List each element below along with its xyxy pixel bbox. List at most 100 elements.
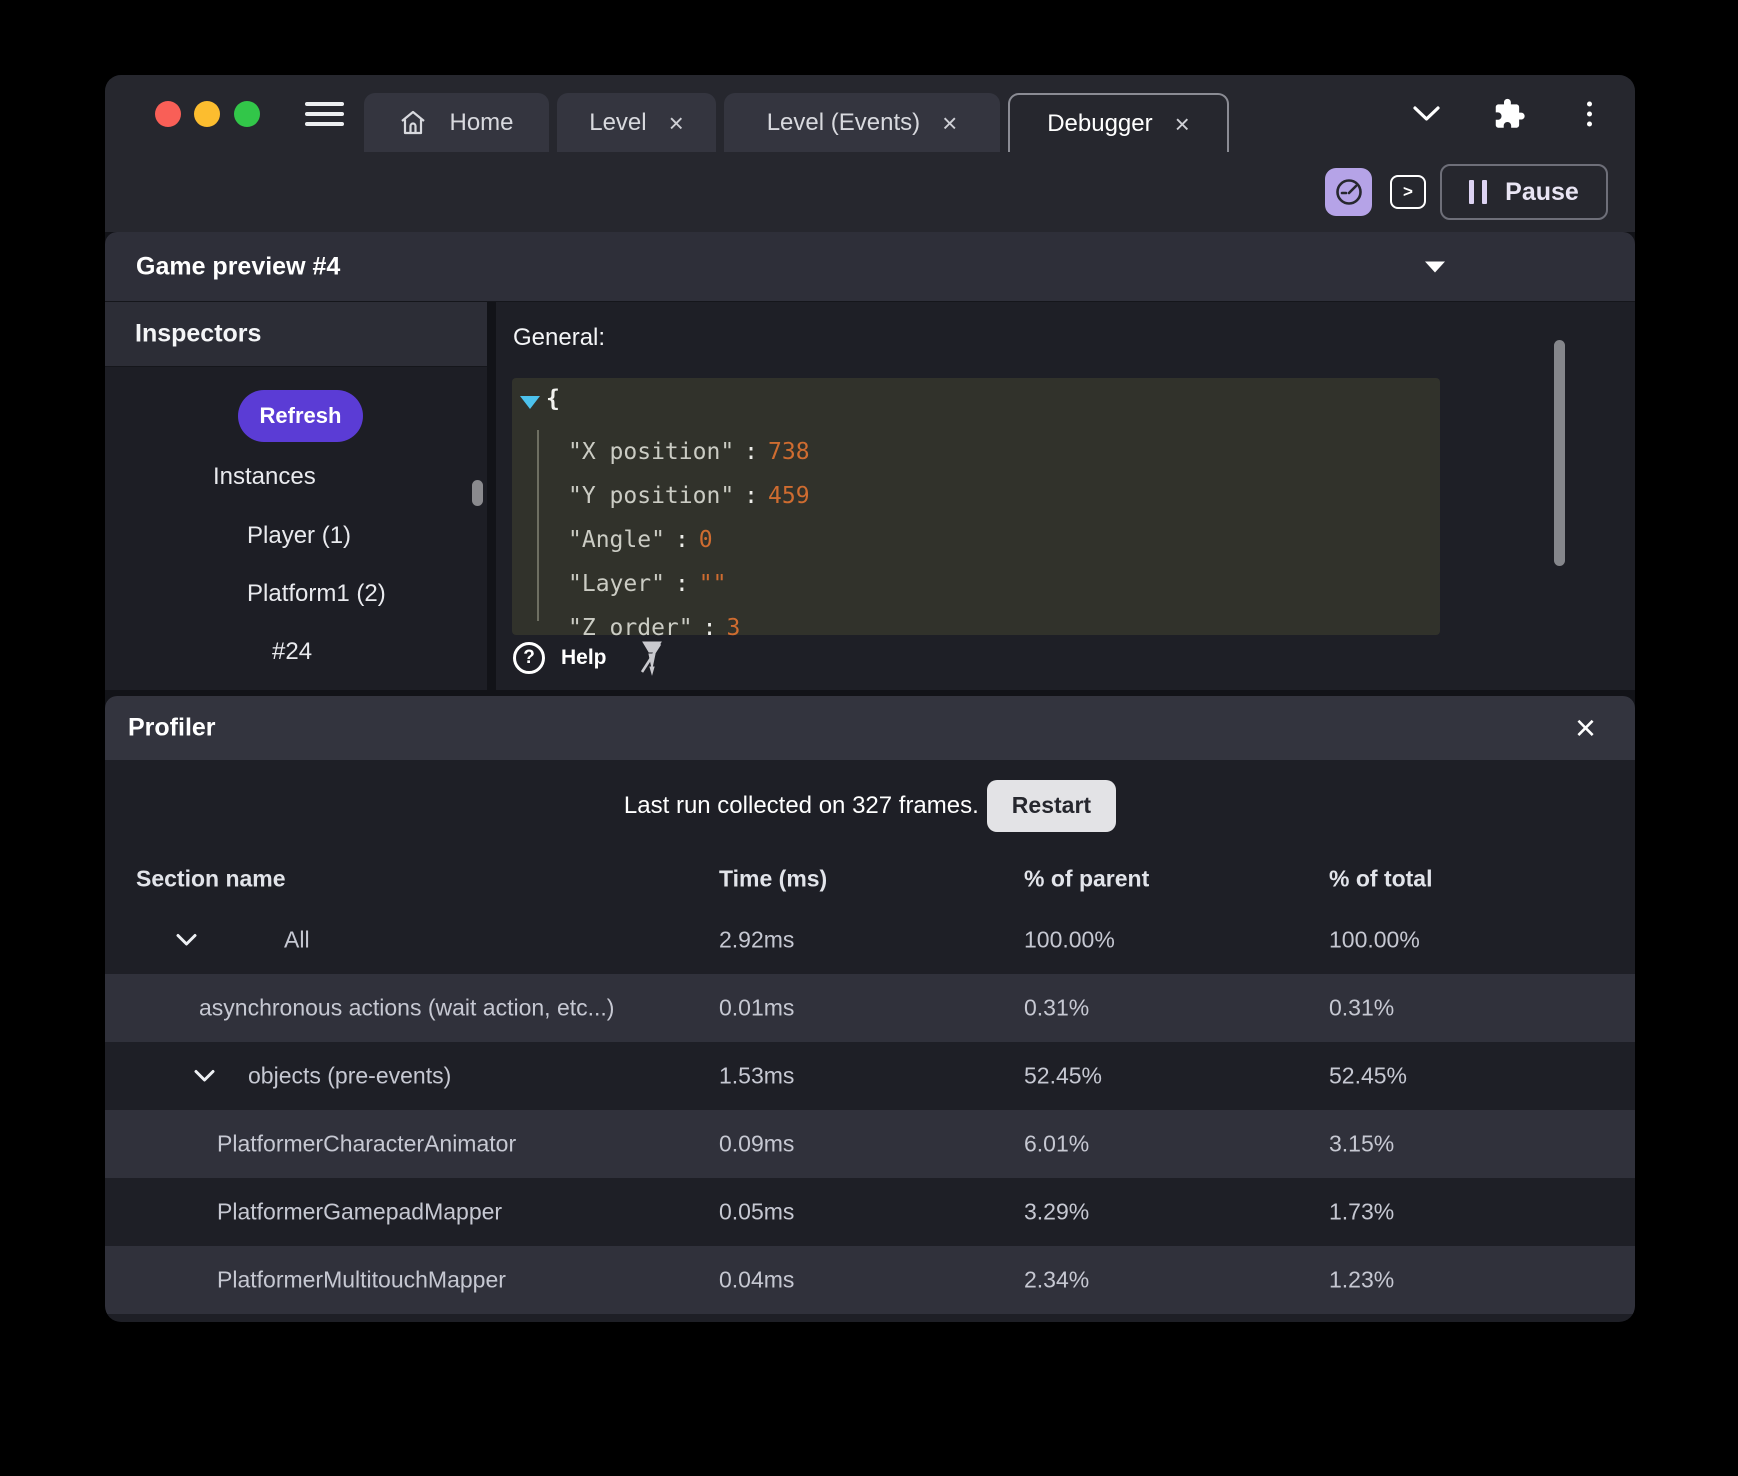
percent-of-parent-value: 3.29% (1024, 1198, 1090, 1225)
general-title: General: (513, 324, 606, 351)
section-name: PlatformerMultitouchMapper (217, 1266, 506, 1293)
column-section-name: Section name (136, 865, 286, 891)
profiler-card: Profiler × Last run collected on 327 fra… (105, 696, 1635, 1322)
close-icon[interactable]: × (668, 107, 684, 138)
zoom-window-button[interactable] (234, 100, 260, 127)
percent-of-total-value: 1.73% (1329, 1198, 1395, 1225)
expand-triangle-icon[interactable] (520, 396, 540, 409)
chevron-row-icon[interactable] (176, 934, 197, 947)
section-name: asynchronous actions (wait action, etc..… (199, 994, 615, 1021)
puzzle-icon[interactable] (1493, 97, 1526, 130)
profiler-table-header: Section name Time (ms) % of parent % of … (105, 851, 1635, 906)
pause-button[interactable]: Pause (1440, 164, 1608, 220)
percent-of-parent-value: 0.31% (1024, 994, 1090, 1021)
table-row[interactable]: objects (pre-events) 1.53ms 52.45% 52.45… (105, 1042, 1635, 1110)
column-percent-of-total: % of total (1329, 865, 1433, 891)
table-row[interactable]: PlatformerGamepadMapper 0.05ms 3.29% 1.7… (105, 1178, 1635, 1246)
chevron-row-icon[interactable] (194, 1070, 215, 1083)
json-lines: "X position":738 "Y position":459 "Angle… (568, 430, 810, 650)
json-line-z-order: "Z order":3 (568, 615, 741, 641)
minimize-window-button[interactable] (194, 100, 220, 127)
table-row[interactable]: PlatformerCharacterAnimator 0.09ms 6.01%… (105, 1110, 1635, 1178)
help-label[interactable]: Help (561, 646, 607, 669)
table-row[interactable]: All 2.92ms 100.00% 100.00% (105, 906, 1635, 974)
tab-label: Debugger (1047, 109, 1153, 137)
tab-debugger[interactable]: Debugger × (1008, 93, 1229, 152)
restart-button[interactable]: Restart (986, 779, 1117, 832)
tab-bar: Home Level × Level (Events) × Debugger × (364, 93, 1229, 152)
profiler-title: Profiler (128, 713, 216, 742)
pause-label: Pause (1505, 177, 1579, 206)
tab-level-events[interactable]: Level (Events) × (724, 93, 1000, 152)
profiler-table-body: All 2.92ms 100.00% 100.00% asynchronous … (105, 906, 1635, 1322)
section-name: PlatformerCharacterAnimator (217, 1130, 517, 1157)
column-time: Time (ms) (719, 865, 828, 891)
help-row: ? Help (513, 640, 665, 676)
profiler-header: Profiler × (105, 696, 1635, 760)
percent-of-total-value: 100.00% (1329, 926, 1420, 953)
percent-of-parent-value: 6.01% (1024, 1130, 1090, 1157)
table-row[interactable]: asynchronous actions (wait action, etc..… (105, 974, 1635, 1042)
game-preview-title: Game preview #4 (136, 252, 341, 280)
time-value: 0.01ms (719, 994, 795, 1021)
close-icon[interactable]: × (1575, 707, 1597, 748)
time-value: 1.53ms (719, 1062, 795, 1089)
tree-item-player[interactable]: Player (1) (247, 522, 352, 549)
json-guide-line (537, 430, 539, 621)
inspectors-panel: Refresh Instances Player (1) Platform1 (… (105, 367, 487, 690)
section-name: PlatformerGamepadMapper (217, 1198, 503, 1225)
json-line-angle: "Angle":0 (568, 527, 713, 553)
refresh-button[interactable]: Refresh (238, 390, 363, 442)
inspectors-scrollbar[interactable] (472, 480, 483, 506)
unpin-icon[interactable] (635, 640, 665, 676)
inspectors-header: Inspectors (105, 302, 487, 367)
percent-of-total-value: 52.45% (1329, 1062, 1408, 1089)
game-preview-card: Game preview #4 Inspectors Refresh Insta… (105, 232, 1635, 690)
console-button[interactable]: > (1390, 175, 1426, 209)
console-icon: > (1403, 182, 1413, 201)
tab-label: Home (449, 108, 514, 136)
debugger-window: Home Level × Level (Events) × Debugger × (105, 75, 1635, 1322)
tree-item-instance-24[interactable]: #24 (272, 638, 313, 665)
tree-item-instances[interactable]: Instances (213, 463, 316, 490)
table-row[interactable]: PlatformerMultitouchMapper 0.04ms 2.34% … (105, 1246, 1635, 1314)
json-line-x-position: "X position":738 (568, 439, 810, 465)
speedometer-icon (1334, 177, 1364, 207)
section-name: objects (pre-events) (248, 1062, 452, 1089)
tab-level[interactable]: Level × (557, 93, 716, 152)
close-window-button[interactable] (155, 100, 181, 127)
json-line-y-position: "Y position":459 (568, 483, 810, 509)
time-value: 0.09ms (719, 1130, 795, 1157)
section-name: All (284, 926, 310, 953)
percent-of-total-value: 0.31% (1329, 994, 1395, 1021)
profiler-toggle-button[interactable] (1325, 168, 1372, 216)
percent-of-total-value: 1.23% (1329, 1266, 1395, 1293)
tab-home[interactable]: Home (364, 93, 549, 152)
kebab-menu-icon[interactable] (1583, 97, 1596, 130)
time-value: 0.04ms (719, 1266, 795, 1293)
general-panel: General: { "X position":738 "Y position"… (496, 302, 1635, 690)
column-percent-of-parent: % of parent (1024, 865, 1150, 891)
json-inspector: { "X position":738 "Y position":459 "Ang… (512, 378, 1440, 641)
time-value: 0.05ms (719, 1198, 795, 1225)
tab-label: Level (589, 108, 647, 136)
last-run-text: Last run collected on 327 frames. (623, 791, 979, 819)
home-icon (399, 109, 427, 136)
help-icon[interactable]: ? (513, 642, 545, 674)
collapse-caret-icon[interactable] (1425, 261, 1445, 272)
pause-icon (1469, 180, 1488, 204)
close-icon[interactable]: × (1174, 108, 1190, 139)
close-icon[interactable]: × (942, 107, 958, 138)
titlebar: Home Level × Level (Events) × Debugger × (105, 75, 1635, 152)
tree-item-platform1[interactable]: Platform1 (2) (247, 580, 386, 607)
general-scrollbar[interactable] (1554, 340, 1565, 566)
json-open-brace: { (546, 386, 560, 412)
menu-icon[interactable] (305, 101, 344, 126)
chevron-down-icon[interactable] (1413, 105, 1440, 122)
percent-of-total-value: 3.15% (1329, 1130, 1395, 1157)
panel-divider (487, 302, 496, 690)
time-value: 2.92ms (719, 926, 795, 953)
tab-label: Level (Events) (766, 108, 921, 136)
game-preview-header[interactable]: Game preview #4 (105, 232, 1635, 302)
json-line-layer: "Layer": "" (568, 571, 727, 597)
